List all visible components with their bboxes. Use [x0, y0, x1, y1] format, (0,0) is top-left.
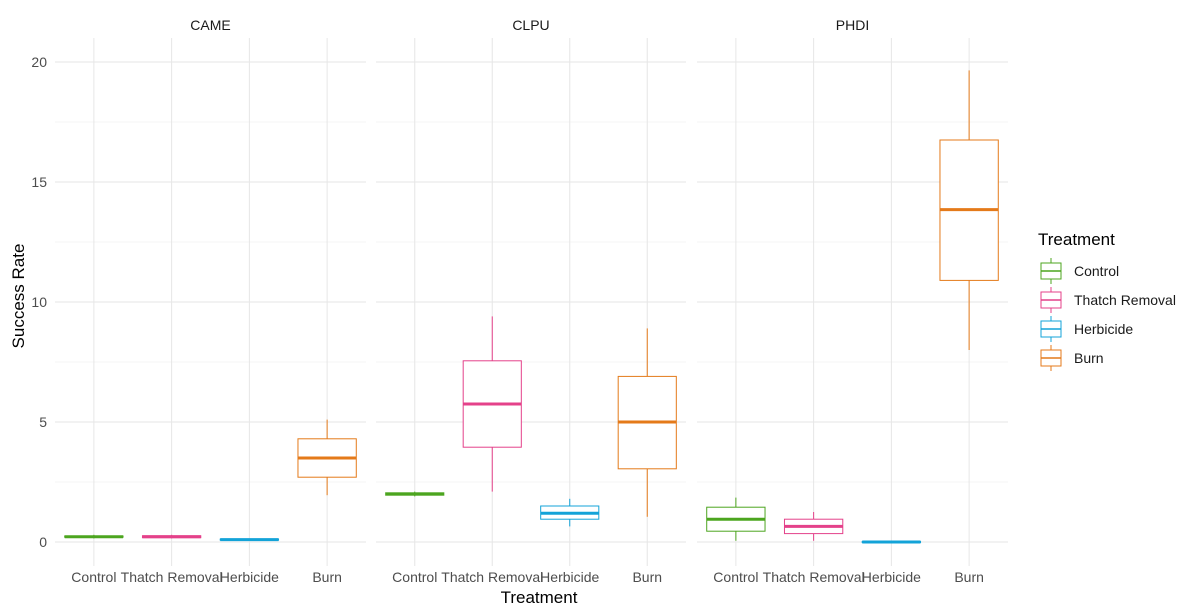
legend-key-herbicide: Herbicide	[1040, 316, 1133, 342]
y-tick-label: 10	[31, 294, 47, 310]
box-herbicide	[861, 540, 922, 544]
box-herbicide	[540, 498, 600, 527]
facet-label: CLPU	[512, 17, 549, 33]
legend-key-control: Control	[1040, 258, 1119, 284]
box-thatch-removal	[141, 534, 202, 539]
legend-label: Thatch Removal	[1074, 292, 1176, 308]
legend-label: Control	[1074, 263, 1119, 279]
facet-label: PHDI	[836, 17, 869, 33]
legend-label: Herbicide	[1074, 321, 1133, 337]
x-tick-label: Herbicide	[862, 569, 921, 585]
legend: Treatment Control Thatch Removal Herbicide…	[1038, 230, 1176, 371]
box-control	[706, 497, 766, 541]
x-tick-label: Thatch Removal	[441, 569, 543, 585]
x-tick-label: Control	[713, 569, 758, 585]
box-control	[385, 491, 445, 497]
x-tick-label: Herbicide	[540, 569, 599, 585]
y-axis-title: Success Rate	[9, 244, 28, 349]
box-burn	[297, 419, 357, 496]
y-tick-label: 5	[39, 414, 47, 430]
y-tick-label: 0	[39, 534, 47, 550]
y-axis: 0 5 10 15 20	[31, 54, 47, 550]
legend-title: Treatment	[1038, 230, 1115, 249]
y-tick-label: 20	[31, 54, 47, 70]
legend-key-burn: Burn	[1040, 345, 1104, 371]
x-tick-label: Control	[392, 569, 437, 585]
x-tick-label: Control	[71, 569, 116, 585]
legend-key-thatch-removal: Thatch Removal	[1040, 287, 1176, 313]
x-tick-label: Burn	[632, 569, 662, 585]
box-thatch-removal	[783, 512, 844, 541]
x-axis-title: Treatment	[501, 588, 578, 607]
box-herbicide	[219, 538, 280, 542]
box-burn	[939, 70, 999, 350]
box-thatch-removal	[462, 316, 522, 492]
x-tick-label: Herbicide	[220, 569, 279, 585]
y-tick-label: 15	[31, 174, 47, 190]
x-tick-label: Thatch Removal	[763, 569, 865, 585]
legend-label: Burn	[1074, 350, 1104, 366]
box-burn	[617, 328, 677, 517]
facet-label: CAME	[190, 17, 230, 33]
x-tick-label: Burn	[312, 569, 342, 585]
x-tick-label: Thatch Removal	[121, 569, 223, 585]
box-control	[64, 534, 124, 539]
x-tick-label: Burn	[954, 569, 984, 585]
